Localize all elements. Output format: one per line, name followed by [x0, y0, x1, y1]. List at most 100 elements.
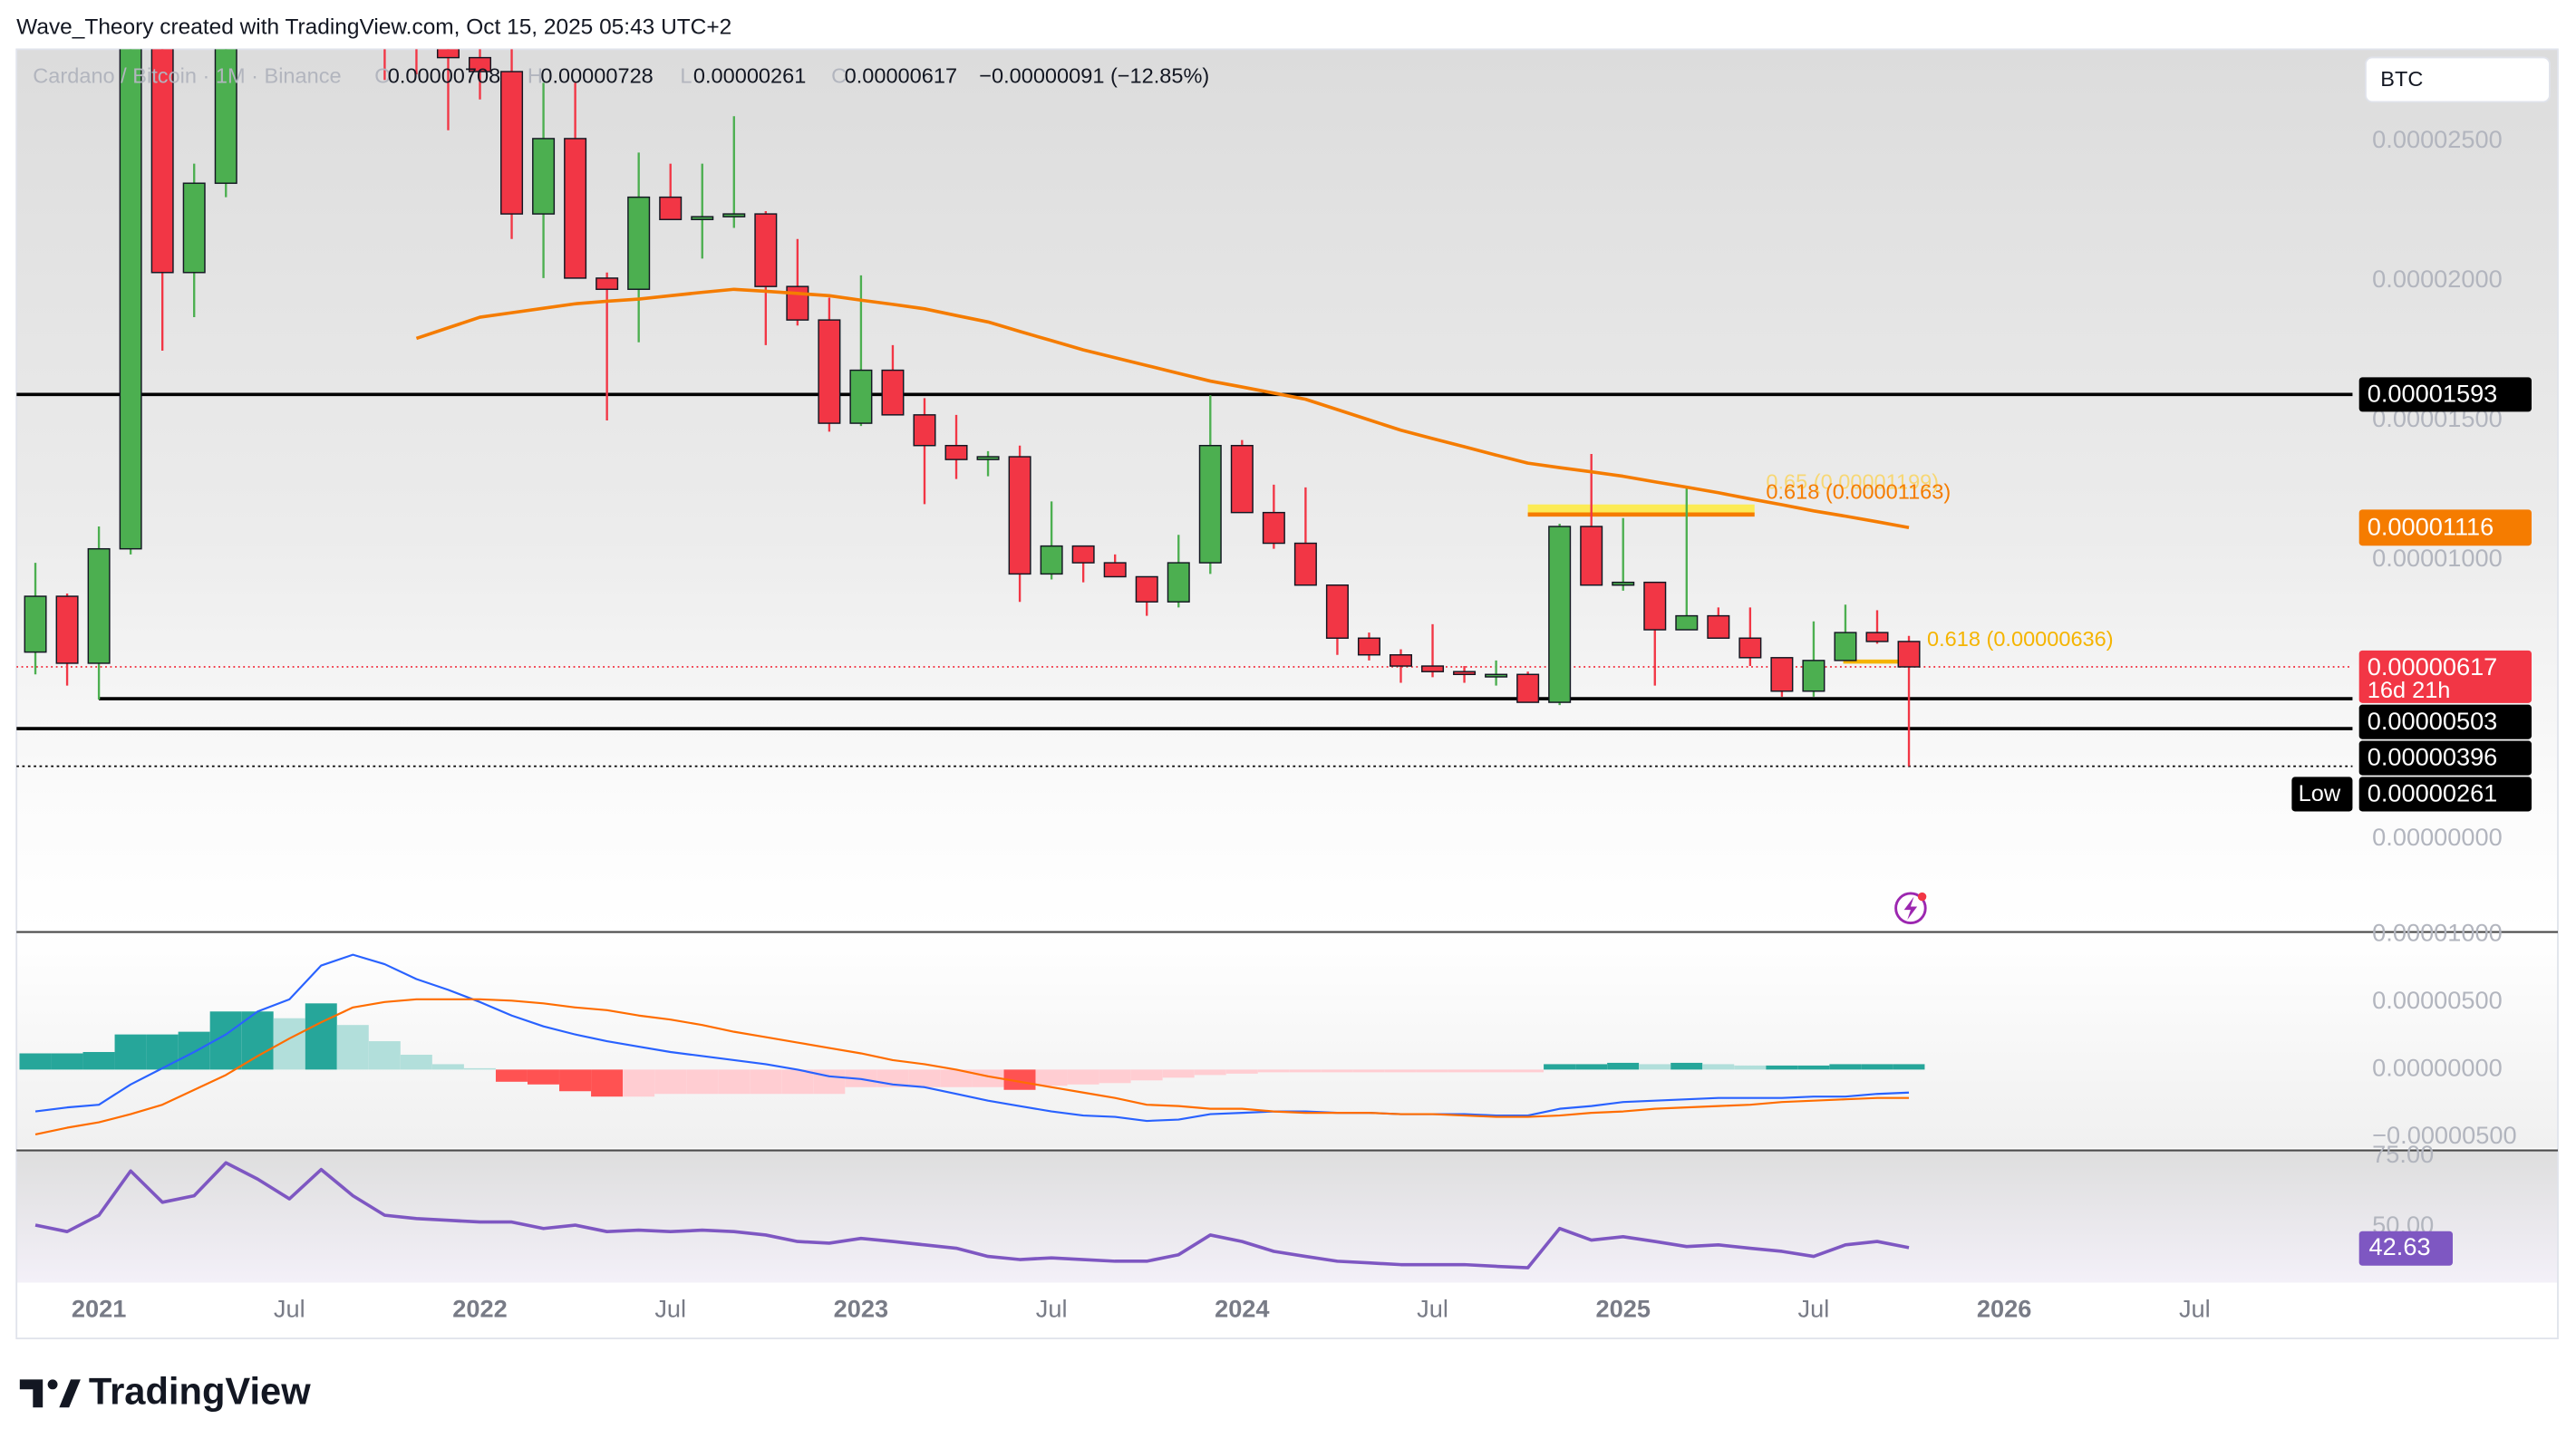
candle-body	[818, 319, 841, 424]
rsi-value-box	[2358, 1231, 2453, 1266]
y-tick-label: 0.00002000	[2372, 265, 2503, 293]
price-label: 0.00001593	[2368, 379, 2498, 407]
macd-histogram-bar	[1797, 1065, 1830, 1070]
macd-histogram-bar	[1448, 1069, 1480, 1073]
candle-body	[1865, 632, 1889, 642]
candle-body	[87, 547, 111, 664]
rsi-plot	[34, 1161, 1910, 1269]
candle-body	[1103, 562, 1127, 578]
candle-body	[1230, 444, 1254, 514]
y-tick-label: 0.00000000	[2372, 823, 2503, 851]
macd-histogram-bar	[1194, 1069, 1226, 1076]
macd-histogram-bar	[1607, 1062, 1640, 1070]
candle-body	[1167, 562, 1190, 603]
macd-histogram-bar	[686, 1069, 719, 1095]
candle-body	[1357, 637, 1380, 656]
macd-histogram-bar	[718, 1069, 751, 1095]
x-tick-label: Jul	[1798, 1294, 1830, 1322]
macd-histogram-bar	[1893, 1064, 1925, 1070]
macd-histogram-bar	[1321, 1069, 1353, 1073]
labels: O0.00000708 H0.00000728 L 0.00000261 C0.0000…	[72, 63, 2532, 1322]
macd-histogram-bar	[654, 1069, 687, 1095]
candle-body	[659, 196, 683, 220]
macd-histogram-bar	[51, 1053, 83, 1070]
fib-label: 0.618 (0.00000636)	[1927, 627, 2114, 651]
macd-tick-label: 0.00000500	[2372, 986, 2503, 1014]
candle-body	[55, 595, 79, 664]
macd-pane	[16, 932, 2558, 1148]
candle-body	[944, 444, 968, 460]
candle-body	[1802, 660, 1825, 692]
price-label: 0.00000503	[2368, 707, 2498, 735]
macd-histogram-bar	[1544, 1064, 1576, 1070]
macd-histogram-bar	[1257, 1069, 1290, 1073]
currency-box[interactable]	[2365, 56, 2551, 103]
low-tag-box	[2291, 777, 2353, 812]
legend-value: 0.00000708	[388, 63, 500, 87]
macd-histogram-bar	[1352, 1069, 1385, 1073]
price-label: 0.00000617	[2368, 652, 2498, 681]
legend-value: 0.00000617	[845, 63, 957, 87]
macd-histogram-bar	[1734, 1065, 1767, 1070]
legend-label: O	[374, 63, 391, 87]
fib-zone	[1527, 504, 1755, 515]
candle-body	[1485, 673, 1508, 678]
candle-body	[532, 138, 556, 215]
x-tick-label: 2026	[1977, 1294, 2031, 1322]
macd-histogram-bar	[368, 1041, 401, 1070]
candle-body	[1643, 581, 1667, 631]
candle-body	[627, 196, 651, 290]
candle-body	[1580, 526, 1603, 586]
candle-body	[881, 369, 905, 416]
price-label-box	[2358, 377, 2532, 412]
countdown: 16d 21h	[2368, 678, 2451, 703]
x-tick-label: Jul	[274, 1294, 305, 1322]
legend-label: L	[680, 63, 692, 87]
candle-body	[976, 456, 1000, 460]
price-label-box	[2358, 704, 2532, 739]
macd-histogram-bar	[1130, 1069, 1163, 1081]
macd-histogram-bar	[1384, 1069, 1417, 1073]
macd-histogram-bar	[1639, 1064, 1671, 1070]
macd-histogram-bar	[1035, 1069, 1068, 1086]
macd-histogram-bar	[1829, 1064, 1862, 1070]
candle-body	[1198, 444, 1222, 564]
candle-body	[182, 182, 206, 274]
candle-body	[469, 56, 492, 72]
candle-body	[436, 49, 460, 59]
macd-histogram-bar	[1003, 1069, 1036, 1090]
macd-histogram-bar	[178, 1031, 210, 1070]
rsi-pane	[16, 1151, 2558, 1283]
footer-brand: TradingView	[89, 1370, 311, 1413]
macd-histogram-bar	[336, 1025, 369, 1070]
macd-histogram-bar	[19, 1053, 52, 1070]
candle-body	[1675, 614, 1699, 631]
legend-label: C	[831, 63, 847, 87]
signal-line	[34, 998, 1910, 1136]
header: Wave_Theory created with TradingView.com…	[16, 14, 731, 39]
candle-body	[1262, 511, 1285, 545]
rsi-tick-label: 75.00	[2372, 1140, 2434, 1168]
x-tick-label: 2025	[1596, 1294, 1651, 1322]
price-label-box	[2358, 740, 2532, 776]
macd-tick-label: 0.00001000	[2372, 918, 2503, 946]
price-label-box	[2358, 777, 2532, 812]
macd-histogram-bar	[1766, 1065, 1798, 1070]
macd-histogram-bar	[495, 1069, 528, 1082]
currency[interactable]: BTC	[2380, 67, 2423, 91]
macd-histogram-bar	[528, 1069, 559, 1085]
candle-body	[564, 138, 587, 279]
candle-body	[1325, 584, 1349, 639]
candle-body	[1389, 653, 1412, 667]
macd-histogram-bar	[1671, 1062, 1703, 1070]
macd-tick-label: −0.00000500	[2372, 1121, 2516, 1149]
macd-histogram-bar	[463, 1067, 496, 1070]
legend-change: −0.00000091 (−12.85%)	[979, 63, 1209, 87]
macd-tick-label: 0.00000000	[2372, 1054, 2503, 1082]
alert-icon[interactable]	[1894, 892, 1927, 925]
macd-histogram-bar	[1575, 1064, 1608, 1070]
legend-value: 0.00000261	[693, 63, 806, 87]
candle-body	[1421, 665, 1445, 672]
